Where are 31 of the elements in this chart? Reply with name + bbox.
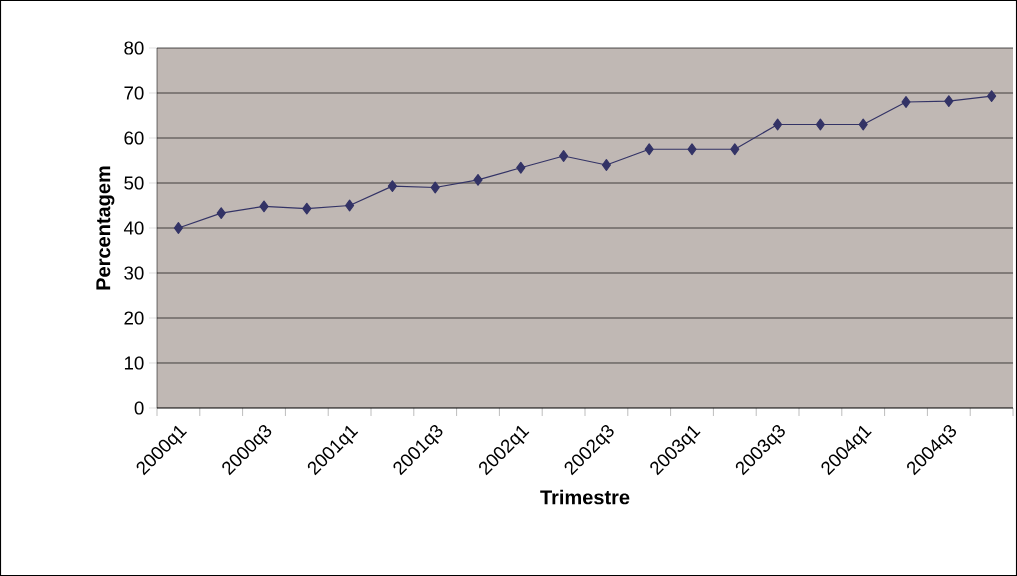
point: [259, 200, 269, 213]
y-tick-label: 20: [124, 311, 144, 325]
y-tick-label: 40: [123, 221, 144, 235]
y-tick-label: 60: [124, 131, 144, 145]
point: [815, 118, 826, 131]
y-tick-label: 80: [124, 41, 144, 55]
point: [601, 159, 611, 171]
point: [773, 118, 783, 131]
point: [559, 150, 569, 162]
point: [173, 222, 183, 234]
y-tick-label: 70: [124, 86, 144, 100]
point: [858, 118, 868, 131]
x-axis-title: Trimestre: [540, 489, 630, 505]
point: [345, 199, 355, 212]
point: [901, 96, 911, 108]
point: [473, 173, 483, 186]
point: [516, 161, 526, 174]
y-tick-label: 50: [124, 176, 144, 190]
point: [987, 90, 997, 103]
point: [302, 202, 312, 215]
point: [430, 181, 440, 194]
y-tick-label: 10: [124, 356, 144, 370]
point: [687, 143, 697, 156]
point: [644, 143, 654, 156]
point: [944, 95, 954, 108]
y-tick-label: 0: [134, 401, 144, 415]
point: [387, 180, 397, 193]
point: [216, 207, 226, 220]
point: [730, 143, 740, 156]
y-tick-label: 30: [124, 266, 144, 280]
y-axis-title: Percentagem: [96, 166, 115, 290]
